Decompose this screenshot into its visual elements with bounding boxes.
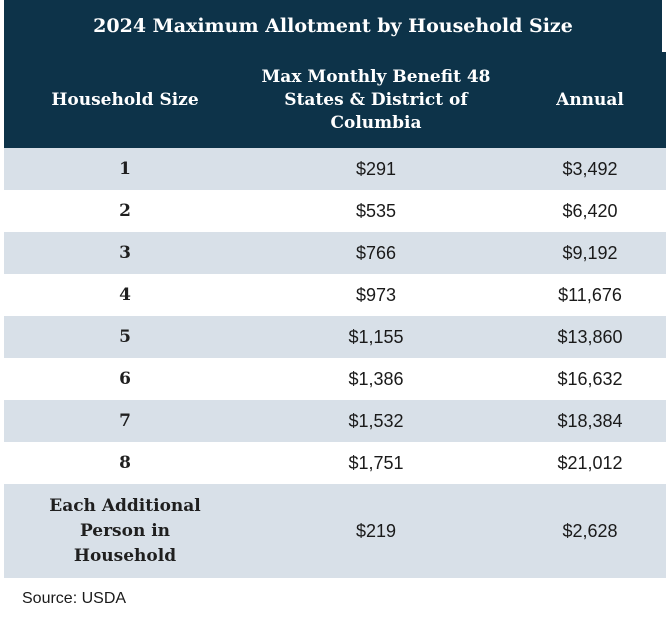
header-annual: Annual [506,52,666,148]
monthly-benefit-cell: $291 [246,148,506,190]
household-size-cell: 7 [4,400,246,442]
household-size-cell: Each Additional Person in Household [4,484,246,578]
header-max-monthly-benefit: Max Monthly Benefit 48 States & District… [246,52,506,148]
household-size-cell: 5 [4,316,246,358]
monthly-benefit-cell: $219 [246,484,506,578]
table-title: 2024 Maximum Allotment by Household Size [4,0,662,52]
monthly-benefit-cell: $1,155 [246,316,506,358]
household-size-cell: 3 [4,232,246,274]
allotment-table: Household Size Max Monthly Benefit 48 St… [4,52,666,578]
allotment-table-container: 2024 Maximum Allotment by Household Size… [4,0,666,578]
annual-cell: $3,492 [506,148,666,190]
annual-cell: $21,012 [506,442,666,484]
household-size-cell: 8 [4,442,246,484]
household-size-cell: 2 [4,190,246,232]
monthly-benefit-cell: $535 [246,190,506,232]
monthly-benefit-cell: $766 [246,232,506,274]
annual-cell: $11,676 [506,274,666,316]
monthly-benefit-cell: $1,751 [246,442,506,484]
annual-cell: $9,192 [506,232,666,274]
annual-cell: $6,420 [506,190,666,232]
annual-cell: $2,628 [506,484,666,578]
monthly-benefit-cell: $1,532 [246,400,506,442]
source-note: Source: USDA [22,590,127,607]
table-row: 7 $1,532 $18,384 [4,400,666,442]
table-row: Each Additional Person in Household $219… [4,484,666,578]
header-row: Household Size Max Monthly Benefit 48 St… [4,52,666,148]
table-row: 4 $973 $11,676 [4,274,666,316]
annual-cell: $16,632 [506,358,666,400]
table-body: 1 $291 $3,492 2 $535 $6,420 3 $766 $9,19… [4,148,666,578]
table-row: 2 $535 $6,420 [4,190,666,232]
table-row: 8 $1,751 $21,012 [4,442,666,484]
monthly-benefit-cell: $973 [246,274,506,316]
household-size-cell: 1 [4,148,246,190]
table-row: 6 $1,386 $16,632 [4,358,666,400]
table-row: 1 $291 $3,492 [4,148,666,190]
monthly-benefit-cell: $1,386 [246,358,506,400]
household-size-cell: 6 [4,358,246,400]
header-household-size: Household Size [4,52,246,148]
table-row: 5 $1,155 $13,860 [4,316,666,358]
household-size-cell: 4 [4,274,246,316]
table-row: 3 $766 $9,192 [4,232,666,274]
annual-cell: $18,384 [506,400,666,442]
annual-cell: $13,860 [506,316,666,358]
